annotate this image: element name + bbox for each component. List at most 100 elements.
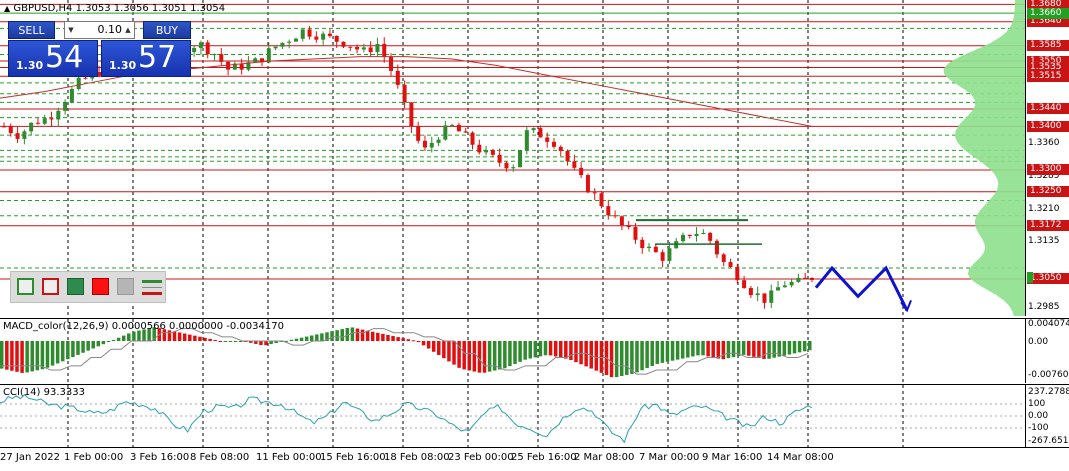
macd-histogram-bar	[81, 341, 85, 353]
forecast-arrow-icon	[900, 299, 912, 313]
macd-histogram-bar	[630, 341, 634, 374]
candle-bear	[402, 84, 407, 103]
macd-histogram-bar	[538, 341, 543, 357]
macd-histogram-bar	[675, 341, 680, 360]
macd-histogram-bar	[579, 341, 583, 365]
cci-pane[interactable]: CCI(14) 93.3333	[0, 384, 1025, 448]
current-price-marker	[1027, 271, 1033, 283]
price-chart-canvas[interactable]	[0, 0, 1025, 316]
time-axis-label: 11 Feb 00:00	[256, 452, 322, 463]
macd-histogram-bar	[274, 341, 278, 343]
level-price-badge-green: 1.3660	[1027, 7, 1069, 19]
main-price-pane[interactable]: ▲ GBPUSD,H4 1.3053 1.3056 1.3051 1.3054 …	[0, 0, 1025, 316]
macd-histogram-bar	[111, 339, 116, 341]
candle-bear	[260, 58, 265, 63]
macd-histogram-bar	[752, 341, 756, 357]
template-bear-outline-swatch[interactable]	[42, 278, 59, 295]
candle-bear	[470, 132, 475, 145]
candle-bull	[375, 43, 380, 53]
macd-histogram-bar	[543, 341, 548, 356]
forecast-zigzag-line	[814, 265, 909, 312]
macd-histogram-bar	[777, 341, 782, 357]
buy-price-prefix: 1.30	[109, 59, 137, 72]
macd-pane[interactable]: MACD_color(12,26,9) 0.0000566 0.0000000 …	[0, 318, 1025, 383]
macd-histogram-bar	[614, 341, 619, 378]
template-neutral-swatch[interactable]	[117, 278, 134, 295]
candle-bull	[680, 234, 685, 242]
candle-bull	[429, 142, 434, 148]
macd-histogram-bar	[365, 330, 370, 341]
template-bull-filled-swatch[interactable]	[67, 278, 84, 295]
macd-histogram-bar	[482, 341, 487, 373]
cci-canvas	[0, 385, 1025, 448]
candle-bear	[592, 192, 597, 194]
sell-button[interactable]: SELL	[8, 21, 55, 39]
macd-scale-top: 0.004074	[1028, 319, 1069, 329]
macd-histogram-bar	[264, 341, 268, 346]
price-scale[interactable]: 1.3360 1.3285 1.3210 1.3135 1.2985 1.3680 1.36…	[1025, 0, 1069, 316]
candle-bull	[755, 293, 760, 296]
candle-bear	[219, 54, 224, 62]
template-lines-icon[interactable]	[142, 278, 162, 295]
level-price-badge: 1.3640	[1027, 16, 1069, 28]
candle-bear	[504, 162, 509, 169]
macd-histogram-bar	[757, 341, 761, 358]
candle-bear	[355, 46, 360, 50]
candle-bear	[728, 262, 733, 268]
macd-histogram-bar	[25, 341, 29, 373]
level-price-badge: 1.3680	[1027, 0, 1069, 10]
candle-bull	[69, 88, 74, 103]
candle-bear	[389, 56, 394, 71]
macd-histogram-bar	[116, 337, 121, 341]
candle-bull	[701, 232, 706, 234]
level-price-badge: 1.3550	[1027, 55, 1069, 67]
macd-histogram-bar	[55, 341, 60, 364]
lot-increase-arrow-icon[interactable]: ▲	[125, 26, 131, 34]
candle-bear	[477, 144, 482, 153]
macd-histogram-bar	[619, 341, 624, 377]
macd-histogram-bar	[304, 336, 309, 341]
time-axis-label: 18 Feb 08:00	[384, 452, 450, 463]
collapse-arrow-icon[interactable]: ▲	[4, 4, 11, 13]
candle-bull	[192, 47, 197, 53]
template-bear-filled-swatch[interactable]	[92, 278, 109, 295]
candle-bear	[626, 225, 631, 228]
macd-histogram-bar	[188, 334, 192, 341]
candle-bear	[721, 254, 726, 263]
macd-histogram-bar	[589, 341, 593, 369]
candle-bear	[585, 175, 590, 193]
macd-histogram-bar	[340, 329, 344, 341]
candle-bull	[232, 63, 237, 70]
macd-histogram-bar	[66, 341, 70, 360]
time-axis-label: 2 Mar 08:00	[574, 452, 635, 463]
candle-bull	[56, 110, 61, 120]
macd-histogram-bar	[431, 341, 436, 352]
sell-price-box[interactable]: 1.30 54	[8, 40, 98, 77]
price-scale-label: 1.3285	[1028, 171, 1060, 182]
price-scale-label: 1.3135	[1028, 236, 1060, 247]
candle-bull	[76, 77, 81, 89]
macd-histogram-bar	[30, 341, 34, 372]
macd-histogram-bar	[533, 341, 538, 358]
candle-bear	[97, 72, 102, 76]
lot-decrease-arrow-icon[interactable]: ▼	[68, 26, 74, 34]
candle-bull	[796, 277, 801, 282]
macd-histogram-bar	[15, 341, 19, 372]
buy-button[interactable]: BUY	[143, 21, 191, 39]
candle-bear	[341, 41, 346, 47]
macd-histogram-bar	[249, 341, 253, 343]
macd-histogram-bar	[71, 341, 75, 358]
macd-histogram-bar	[670, 341, 675, 361]
buy-price-box[interactable]: 1.30 57	[101, 40, 191, 77]
candle-bull	[511, 167, 516, 169]
candle-bear	[456, 124, 461, 132]
template-bull-outline-swatch[interactable]	[17, 278, 34, 295]
macd-histogram-bar	[808, 341, 812, 351]
lot-size-input[interactable]: ▼ 0.10 ▲	[64, 21, 135, 39]
candle-bear	[83, 77, 88, 79]
candle-bear	[653, 246, 658, 253]
sell-price-prefix: 1.30	[16, 59, 44, 72]
macd-histogram-bar	[386, 334, 390, 341]
level-price-badge: 1.3050	[1027, 273, 1069, 285]
macd-histogram-bar	[406, 339, 411, 341]
